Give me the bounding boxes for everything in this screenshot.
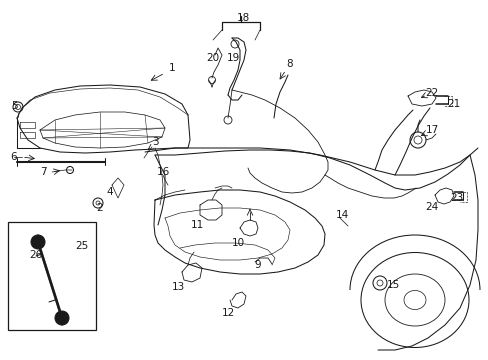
- Text: 18: 18: [236, 13, 249, 23]
- Text: 23: 23: [449, 193, 463, 203]
- Text: 5: 5: [11, 101, 17, 111]
- Text: 12: 12: [221, 308, 234, 318]
- Text: 10: 10: [231, 238, 244, 248]
- Text: 14: 14: [335, 210, 348, 220]
- Text: 6: 6: [11, 152, 17, 162]
- Text: 24: 24: [425, 202, 438, 212]
- Text: 21: 21: [447, 99, 460, 109]
- Text: 20: 20: [206, 53, 219, 63]
- Text: 8: 8: [286, 59, 293, 69]
- Text: 25: 25: [75, 241, 88, 251]
- Circle shape: [31, 235, 45, 249]
- Text: 2: 2: [97, 203, 103, 213]
- Text: 16: 16: [156, 167, 169, 177]
- Text: 26: 26: [29, 250, 42, 260]
- Text: 1: 1: [168, 63, 175, 73]
- Text: 15: 15: [386, 280, 399, 290]
- Text: 22: 22: [425, 88, 438, 98]
- Circle shape: [55, 311, 69, 325]
- Text: 11: 11: [190, 220, 203, 230]
- Text: 9: 9: [254, 260, 261, 270]
- Text: 3: 3: [151, 137, 158, 147]
- Bar: [8, 222, 96, 330]
- Text: 13: 13: [171, 282, 184, 292]
- Text: 7: 7: [40, 167, 46, 177]
- Text: 17: 17: [425, 125, 438, 135]
- Text: 4: 4: [106, 187, 113, 197]
- Text: 19: 19: [226, 53, 239, 63]
